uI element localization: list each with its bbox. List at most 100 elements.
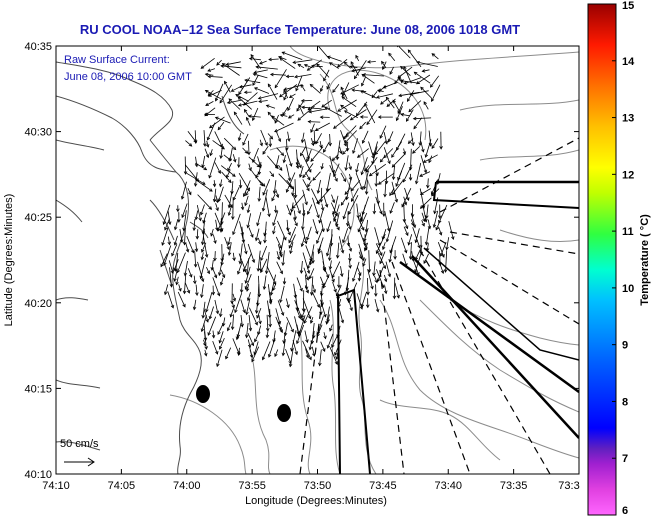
current-vector: [315, 133, 322, 145]
current-vector: [297, 63, 305, 69]
current-vector: [225, 170, 231, 179]
current-vector: [419, 235, 424, 256]
current-vector: [424, 139, 432, 158]
current-vector: [323, 141, 330, 153]
current-vector: [305, 172, 311, 181]
colorbar-tick-label: 15: [622, 0, 634, 12]
current-vector: [374, 173, 379, 187]
current-vector: [261, 189, 268, 212]
current-vector: [203, 130, 207, 147]
current-vector: [240, 299, 246, 314]
current-vector: [258, 314, 262, 325]
current-vector: [337, 99, 357, 112]
colorbar-tick-label: 13: [622, 113, 634, 125]
current-vector: [395, 170, 403, 187]
current-vector: [328, 62, 339, 69]
current-vector: [374, 299, 380, 313]
current-vector: [231, 301, 235, 309]
current-vector: [438, 204, 442, 220]
current-vector: [274, 205, 278, 214]
current-vector: [200, 252, 205, 261]
current-vector: [408, 148, 413, 171]
current-vector: [292, 195, 301, 215]
current-vector: [374, 284, 378, 297]
current-vector: [227, 204, 233, 216]
current-vector: [193, 172, 198, 187]
current-vector: [207, 68, 216, 72]
current-vector: [358, 218, 365, 231]
y-tick-label: 40:20: [24, 298, 52, 310]
current-vector: [227, 162, 232, 172]
current-vector: [339, 266, 344, 278]
current-vector: [322, 274, 330, 289]
current-vector: [355, 163, 359, 174]
current-vector: [335, 140, 341, 161]
current-vector: [275, 308, 282, 325]
current-vector: [205, 291, 213, 313]
current-vector: [331, 154, 339, 162]
current-vector: [312, 171, 321, 181]
current-vector: [375, 243, 383, 257]
y-axis-ticks: 40:35 40:30 40:25 40:20 40:15 40:10: [24, 41, 579, 481]
current-vector: [167, 210, 172, 226]
current-vector: [277, 244, 283, 258]
current-vector: [403, 65, 412, 84]
current-vector: [419, 197, 432, 209]
current-vector: [295, 307, 302, 320]
current-vector: [256, 211, 262, 227]
current-vector: [375, 234, 386, 255]
current-vector: [319, 141, 323, 149]
current-vector: [342, 202, 350, 220]
current-vector: [215, 203, 219, 212]
current-vector: [385, 261, 392, 278]
current-vector: [281, 339, 286, 357]
scale-arrow: [64, 457, 95, 467]
current-vector: [291, 187, 295, 197]
current-vector: [167, 291, 175, 309]
current-vector: [252, 74, 259, 86]
current-vector: [199, 258, 206, 280]
current-vector: [316, 228, 324, 244]
current-vector: [293, 179, 298, 199]
current-vector: [329, 268, 335, 283]
current-vector: [372, 261, 376, 277]
current-vector: [173, 235, 178, 246]
current-vector: [340, 172, 346, 183]
current-vector: [242, 180, 251, 198]
current-vector: [426, 178, 430, 189]
current-vector: [331, 331, 340, 348]
current-vector: [212, 180, 217, 188]
current-vector: [200, 204, 205, 216]
current-vector: [300, 132, 305, 144]
current-vector: [244, 274, 252, 290]
current-vector: [186, 235, 195, 254]
current-vector: [346, 235, 351, 247]
current-vector: [359, 121, 366, 130]
current-vector: [297, 105, 315, 121]
current-vector: [192, 299, 197, 311]
current-vector: [400, 112, 411, 117]
current-vector: [336, 325, 341, 339]
current-vector: [288, 347, 294, 368]
current-vector: [171, 244, 178, 257]
current-vector: [438, 226, 443, 236]
current-vector: [238, 179, 243, 189]
current-vector: [279, 285, 285, 304]
current-vector: [320, 341, 326, 352]
current-vector: [204, 148, 210, 159]
current-vector: [402, 253, 408, 267]
current-vector: [324, 106, 342, 117]
current-vector: [289, 242, 294, 255]
current-vector: [326, 55, 342, 62]
current-vector: [200, 57, 215, 69]
current-vector: [249, 307, 258, 326]
current-vector: [276, 131, 282, 143]
current-vector: [224, 80, 231, 93]
current-vector: [221, 63, 240, 76]
current-vector: [374, 275, 378, 284]
x-tick-label: 73:3: [558, 480, 579, 492]
current-vector: [259, 139, 263, 147]
current-vector: [448, 221, 455, 241]
current-vector: [167, 236, 171, 246]
current-vector: [392, 179, 404, 196]
